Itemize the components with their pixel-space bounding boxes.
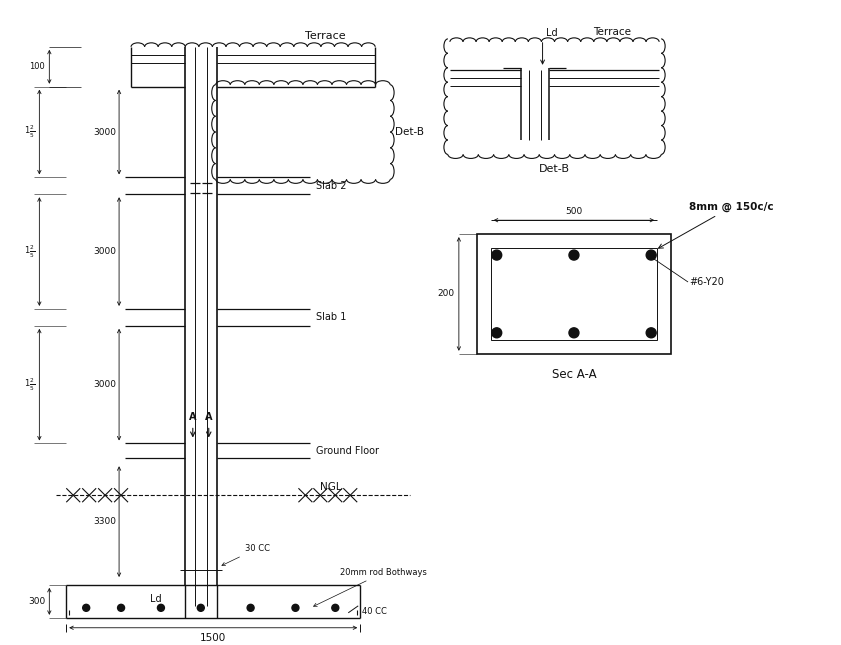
Text: 1$\frac{2}{5}$: 1$\frac{2}{5}$ <box>24 124 35 140</box>
Text: Terrace: Terrace <box>304 31 346 41</box>
Circle shape <box>82 604 90 611</box>
Text: 30 CC: 30 CC <box>222 544 270 566</box>
Circle shape <box>247 604 254 611</box>
Text: Slab 1: Slab 1 <box>316 312 346 322</box>
Text: A: A <box>205 413 213 422</box>
Circle shape <box>646 328 656 338</box>
Text: Det-B: Det-B <box>395 127 424 137</box>
Circle shape <box>646 250 656 260</box>
Text: 3300: 3300 <box>93 517 116 526</box>
Text: 200: 200 <box>438 290 455 299</box>
Text: Terrace: Terrace <box>593 27 632 37</box>
Text: 1$\frac{2}{5}$: 1$\frac{2}{5}$ <box>24 243 35 260</box>
Text: Ground Floor: Ground Floor <box>316 446 379 456</box>
Circle shape <box>332 604 339 611</box>
Text: Ld: Ld <box>151 594 161 604</box>
Text: Slab 2: Slab 2 <box>316 181 346 191</box>
Text: 3000: 3000 <box>93 380 116 389</box>
Text: 300: 300 <box>28 597 45 606</box>
Circle shape <box>492 250 502 260</box>
Circle shape <box>569 250 579 260</box>
Text: Sec A-A: Sec A-A <box>552 368 596 381</box>
Text: 40 CC: 40 CC <box>362 607 387 616</box>
Circle shape <box>569 328 579 338</box>
Text: A: A <box>189 413 197 422</box>
Text: 3000: 3000 <box>93 247 116 256</box>
Circle shape <box>492 328 502 338</box>
Circle shape <box>292 604 299 611</box>
Text: 1$\frac{2}{5}$: 1$\frac{2}{5}$ <box>24 377 35 393</box>
Text: NGL: NGL <box>320 482 342 492</box>
Text: 20mm rod Bothways: 20mm rod Bothways <box>314 568 427 606</box>
Text: #6-Y20: #6-Y20 <box>689 277 724 287</box>
Text: 3000: 3000 <box>93 128 116 137</box>
Text: 500: 500 <box>565 207 583 216</box>
Text: 100: 100 <box>29 63 45 71</box>
Text: Ld: Ld <box>546 28 558 38</box>
Circle shape <box>198 604 204 611</box>
Circle shape <box>118 604 124 611</box>
Text: 8mm @ 150c/c: 8mm @ 150c/c <box>659 202 774 248</box>
Circle shape <box>157 604 165 611</box>
Text: 1500: 1500 <box>200 633 226 642</box>
Bar <box>477 234 671 353</box>
Text: Det-B: Det-B <box>539 164 570 174</box>
Bar <box>491 248 657 340</box>
